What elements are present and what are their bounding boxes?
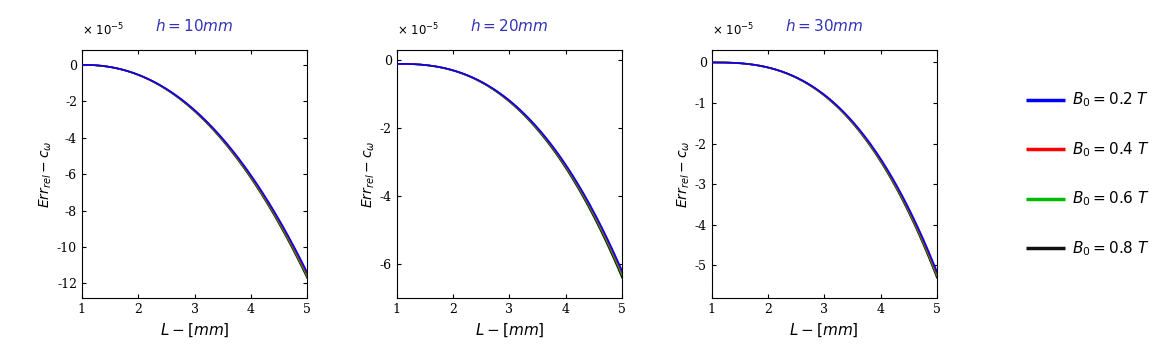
Text: $\times\ 10^{-5}$: $\times\ 10^{-5}$ <box>397 21 439 38</box>
Text: $B_0 = 0.2\ T$: $B_0 = 0.2\ T$ <box>1072 90 1149 109</box>
Y-axis label: $Err_{rel} - c_{\omega}$: $Err_{rel} - c_{\omega}$ <box>360 140 377 208</box>
Text: $\times\ 10^{-5}$: $\times\ 10^{-5}$ <box>711 21 753 38</box>
Title: $h = 30mm$: $h = 30mm$ <box>785 18 863 34</box>
Y-axis label: $Err_{rel} - c_{\omega}$: $Err_{rel} - c_{\omega}$ <box>675 140 691 208</box>
Text: $\times\ 10^{-5}$: $\times\ 10^{-5}$ <box>82 21 124 38</box>
Title: $h = 10mm$: $h = 10mm$ <box>156 18 234 34</box>
X-axis label: $L - [mm]$: $L - [mm]$ <box>160 321 229 339</box>
Text: $B_0 = 0.8\ T$: $B_0 = 0.8\ T$ <box>1072 239 1150 258</box>
Text: $B_0 = 0.6\ T$: $B_0 = 0.6\ T$ <box>1072 190 1150 208</box>
Y-axis label: $Err_{rel} - c_{\omega}$: $Err_{rel} - c_{\omega}$ <box>37 140 54 208</box>
Title: $h = 20mm$: $h = 20mm$ <box>470 18 549 34</box>
X-axis label: $L - [mm]$: $L - [mm]$ <box>475 321 544 339</box>
Text: $B_0 = 0.4\ T$: $B_0 = 0.4\ T$ <box>1072 140 1150 159</box>
X-axis label: $L - [mm]$: $L - [mm]$ <box>790 321 859 339</box>
